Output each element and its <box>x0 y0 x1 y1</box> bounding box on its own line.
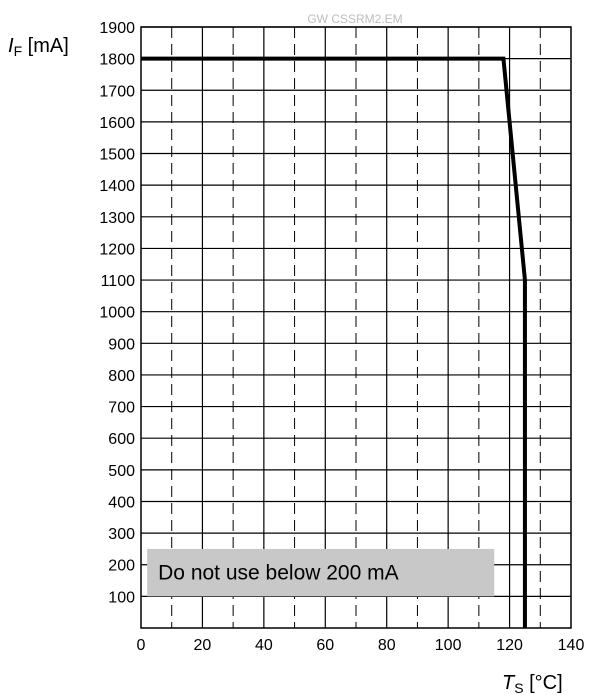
y-tick-labels: 100 200 300 400 500 600 700 800 900 1000 1100 1200 1… <box>99 20 135 606</box>
y-tick-label: 600 <box>108 431 135 448</box>
x-tick-label: 0 <box>137 637 146 654</box>
frame-layer <box>140 26 572 629</box>
y-tick-label: 700 <box>108 400 135 417</box>
x-tick-label: 20 <box>194 637 212 654</box>
y-tick-label: 1000 <box>99 305 135 322</box>
x-axis-unit: [°C] <box>524 672 563 694</box>
y-tick-label: 200 <box>108 558 135 575</box>
y-tick-label: 400 <box>108 494 135 511</box>
y-tick-label: 1500 <box>99 147 135 164</box>
x-tick-label: 80 <box>378 637 396 654</box>
x-tick-labels: 0 20 40 60 80 100 120 140 <box>137 637 585 654</box>
y-axis-title: IF [mA] <box>8 35 69 59</box>
y-tick-label: 1800 <box>99 52 135 69</box>
derating-curve <box>141 56 527 628</box>
y-tick-label: 900 <box>108 336 135 353</box>
grid-layer <box>141 26 571 628</box>
note-box <box>147 548 495 597</box>
y-tick-label: 800 <box>108 368 135 385</box>
y-tick-label: 1400 <box>99 178 135 195</box>
y-tick-label: 1200 <box>99 241 135 258</box>
x-tick-label: 120 <box>496 637 523 654</box>
plot-frame <box>140 26 572 629</box>
y-tick-label: 1700 <box>99 83 135 100</box>
x-tick-label: 60 <box>316 637 334 654</box>
annotation-layer: Do not use below 200 mA <box>147 548 495 597</box>
x-tick-label: 140 <box>558 637 585 654</box>
y-axis-symbol: I <box>8 35 14 57</box>
y-tick-label: 1900 <box>99 20 135 37</box>
x-axis-subscript: S <box>514 680 523 695</box>
x-axis-title: TS [°C] <box>502 672 563 695</box>
x-axis-symbol: T <box>502 672 516 694</box>
y-tick-label: 1600 <box>99 115 135 132</box>
y-tick-label: 1100 <box>101 273 136 290</box>
y-axis-subscript: F <box>14 43 23 59</box>
y-axis-unit: [mA] <box>22 35 69 57</box>
watermark-text: GW CSSRM2.EM <box>307 12 402 26</box>
x-tick-label: 40 <box>255 637 273 654</box>
note-text: Do not use below 200 mA <box>158 562 398 585</box>
x-tick-label: 100 <box>435 637 462 654</box>
y-tick-label: 500 <box>108 463 135 480</box>
y-tick-label: 1300 <box>99 210 135 227</box>
y-tick-label: 100 <box>108 589 135 606</box>
y-tick-label: 300 <box>108 526 135 543</box>
curve-layer <box>141 56 527 628</box>
